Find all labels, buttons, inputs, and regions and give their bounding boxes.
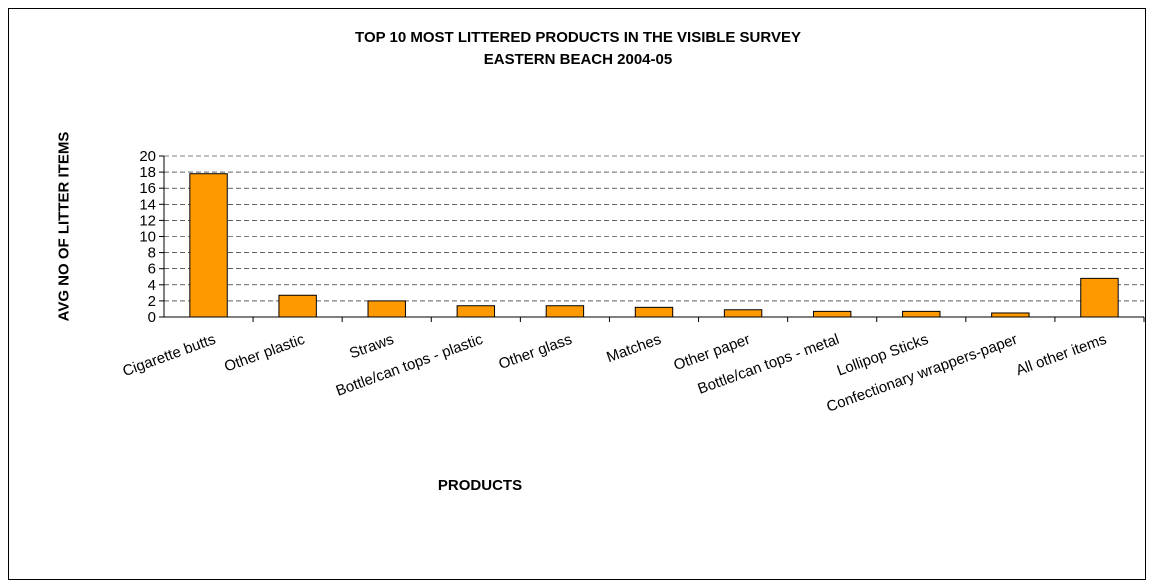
bar xyxy=(812,310,852,318)
y-tick-label: 4 xyxy=(148,277,156,294)
bar xyxy=(367,300,406,318)
bar xyxy=(902,310,941,318)
bar xyxy=(991,312,1030,318)
y-tick-label: 16 xyxy=(139,180,156,197)
y-tick-label: 6 xyxy=(148,261,156,278)
bar xyxy=(456,305,496,318)
bar xyxy=(545,305,585,318)
bar xyxy=(634,306,674,318)
y-tick-label: 20 xyxy=(139,148,156,165)
y-tick-label: 10 xyxy=(139,229,156,246)
y-tick-label: 2 xyxy=(148,293,156,310)
y-tick-label: 8 xyxy=(148,245,156,262)
y-tick-label: 18 xyxy=(139,164,156,181)
chart-title-line-1: TOP 10 MOST LITTERED PRODUCTS IN THE VIS… xyxy=(355,29,801,46)
x-tick-label: Other glass xyxy=(496,331,574,373)
x-tick-label: Matches xyxy=(604,331,663,366)
x-tick-label: Straws xyxy=(347,331,396,363)
bar xyxy=(189,173,228,318)
x-tick-label: Bottle/can tops - plastic xyxy=(334,331,486,400)
x-tick-label: Cigarette butts xyxy=(120,331,217,380)
bar xyxy=(723,309,763,318)
bar xyxy=(1080,277,1119,318)
chart-title-line-2: EASTERN BEACH 2004-05 xyxy=(483,51,673,68)
x-tick-label: All other items xyxy=(1014,331,1109,379)
x-tick-label: Other plastic xyxy=(222,331,307,376)
y-tick-label: 0 xyxy=(148,309,156,326)
x-axis-label: PRODUCTS xyxy=(437,477,523,494)
y-tick-label: 12 xyxy=(139,212,156,229)
y-tick-label: 14 xyxy=(139,196,156,213)
bar xyxy=(278,294,317,318)
